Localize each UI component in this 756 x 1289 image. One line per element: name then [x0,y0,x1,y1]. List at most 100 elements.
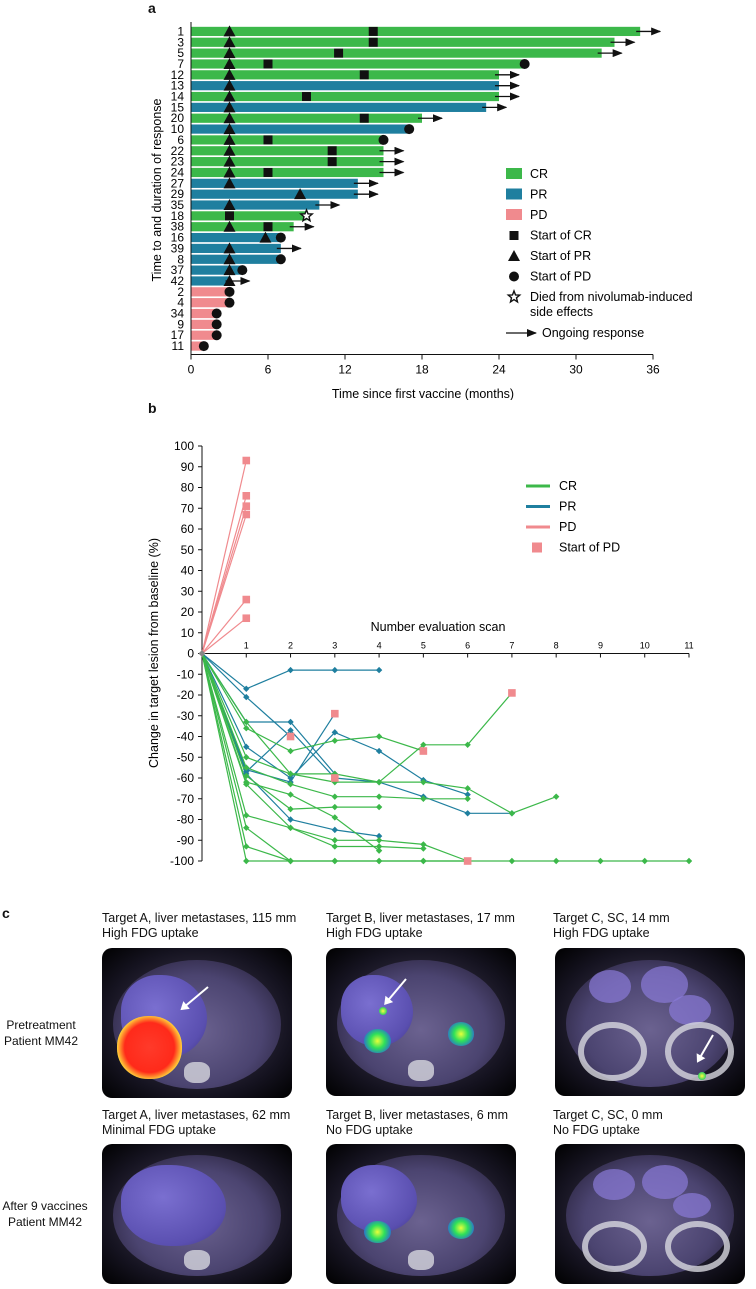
caption-bottom-b-line1: Target B, liver metastases, 6 mm [326,1108,509,1122]
x-tick-label-b: 9 [598,641,603,651]
pd-start-marker [275,254,286,265]
caption-top-c: Target C, SC, 14 mm High FDG uptake [553,911,670,941]
data-point-pr [375,666,383,674]
data-point-cr [243,754,250,761]
series-line-pr-12 [201,653,512,814]
series-line-pd-4 [201,599,247,654]
pr-start-marker [223,242,236,254]
legend-a-pr-swatch [506,188,522,200]
data-point-cr [287,857,294,865]
data-point-pr [331,729,339,736]
patient-label-38: 38 [171,220,185,234]
data-point-pr [464,810,471,817]
bar-patient-35 [191,200,320,210]
patient-label-12: 12 [171,68,185,82]
pr-start-marker [223,25,236,37]
bar-patient-1 [191,26,641,37]
series-line-cr-19 [201,653,424,850]
data-point-cr [331,803,339,811]
cr-start-marker [302,92,311,102]
data-point-cr [375,843,383,850]
caption-bottom-c-line2: No FDG uptake [553,1123,640,1137]
pr-start-marker [223,90,236,102]
y-tick-label-b: -30 [177,709,195,723]
pr-start-marker [223,47,236,59]
series-line-cr-14 [201,653,513,783]
pd-start-marker [224,297,235,308]
y-tick-label-b: 0 [187,647,194,661]
caption-top-a-line2: High FDG uptake [102,926,199,940]
pd-start-marker [404,124,415,135]
y-axis-label-b: Change in target lesion from baseline (%… [147,538,161,768]
cr-start-marker [225,211,234,221]
caption-top-b-line2: High FDG uptake [326,926,423,940]
pd-start-marker [275,232,286,243]
row-label-after: After 9 vaccines Patient MM42 [0,1198,90,1230]
y-tick-label-b: 60 [181,522,195,536]
data-point-cr [420,778,427,786]
x-tick-label-b: 5 [421,641,426,651]
data-point-cr [331,737,339,744]
data-point-cr [243,725,250,732]
patient-label-2: 2 [177,285,184,299]
y-tick-label-b: 100 [174,439,194,453]
patient-label-16: 16 [171,231,185,245]
bar-patient-12 [191,70,499,80]
data-point-cr [375,733,383,740]
x-tick-label-a: 18 [415,363,429,377]
data-point-cr [243,857,250,865]
pd-start-marker [237,265,248,276]
cr-start-marker [263,222,273,232]
legend-a-pd: PD [530,208,547,222]
panel-letter-c: c [2,905,10,921]
patient-label-39: 39 [171,241,185,255]
data-point-cr [331,837,339,844]
patient-label-11: 11 [172,339,185,353]
pr-start-marker [223,123,236,135]
bar-patient-24 [191,167,384,178]
cr-start-marker [327,146,337,156]
data-point-cr [375,803,383,811]
y-tick-label-b: 80 [181,481,195,495]
caption-bottom-c-line1: Target C, SC, 0 mm [553,1108,663,1122]
caption-bottom-b: Target B, liver metastases, 6 mm No FDG … [326,1108,508,1138]
legend-a-ongoing-response: Ongoing response [542,326,644,340]
bar-patient-2 [191,287,230,297]
x-tick-label-a: 6 [265,363,272,377]
data-point-cr [375,847,383,854]
x-tick-label-b: 4 [377,641,382,651]
data-point-cr [243,781,250,788]
patient-label-4: 4 [177,296,184,310]
data-point-cr [375,793,383,800]
cr-start-marker [368,26,378,36]
data-point-pr [243,685,250,692]
data-point-cr [287,747,294,755]
x-tick-label-a: 0 [188,363,195,377]
pr-start-marker [223,57,236,69]
pd-start-marker-b [331,774,339,782]
y-tick-label-b: -10 [177,667,195,681]
pr-start-marker [223,112,236,124]
pr-start-marker [223,155,236,167]
patient-label-22: 22 [171,144,185,158]
pr-start-marker [223,68,236,80]
patient-label-37: 37 [171,263,185,277]
patient-label-8: 8 [177,252,184,266]
data-point-pr [287,774,294,782]
y-tick-label-b: -60 [177,771,195,785]
data-point-pr [287,727,294,734]
data-point-cr [331,793,339,800]
bar-patient-9 [191,319,217,329]
y-tick-label-b: 90 [181,460,195,474]
bar-patient-10 [191,124,410,134]
patient-label-24: 24 [171,165,185,179]
legend-a-cr: CR [530,167,548,181]
caption-top-c-line2: High FDG uptake [553,926,650,940]
pr-start-marker [223,264,236,276]
bar-patient-37 [191,265,243,275]
series-line-cr-13 [201,653,424,752]
bar-patient-7 [191,59,525,69]
x-tick-label-b: 2 [288,641,293,651]
patient-label-34: 34 [171,307,185,321]
y-tick-label-b: -20 [177,688,195,702]
